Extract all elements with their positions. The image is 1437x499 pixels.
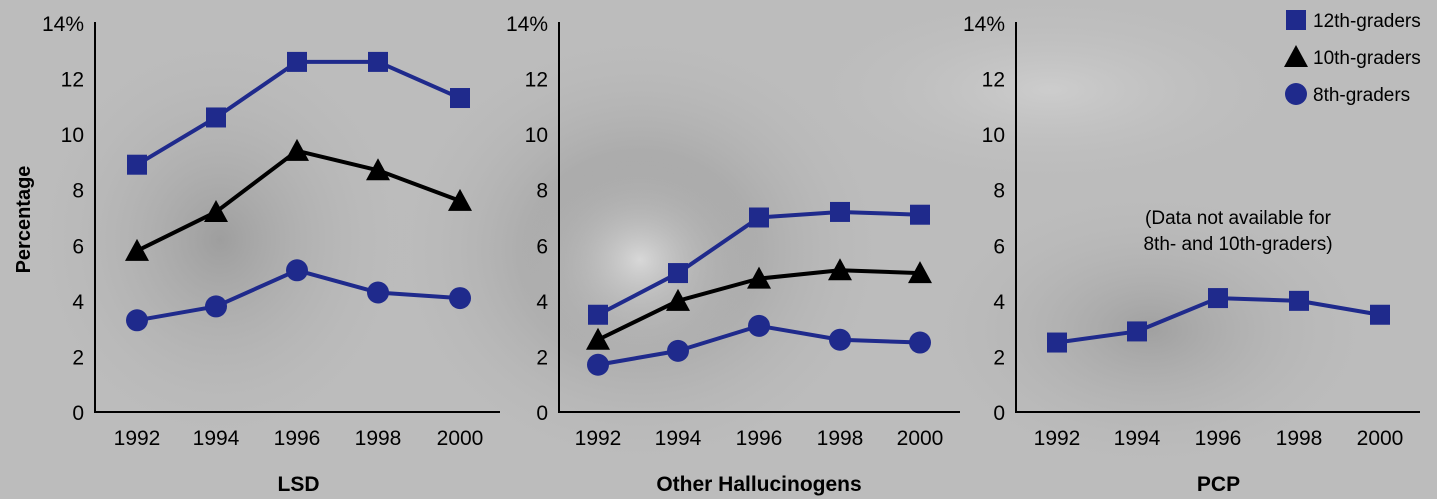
- panel-3-y-tick-label: 12: [982, 69, 1005, 92]
- panel-1-x-tick-label: 1996: [274, 427, 321, 450]
- panel-1-point-8th-graders: [449, 287, 471, 310]
- panel-2-point-8th-graders: [909, 331, 931, 354]
- panel-1-point-12th-graders: [206, 107, 226, 128]
- panel-1-y-axis-label: Percentage: [13, 166, 35, 274]
- panel-3-annotation: 8th- and 10th-graders): [1143, 234, 1332, 255]
- panel-2-x-tick-label: 1998: [817, 427, 864, 450]
- panel-2-point-12th-graders: [910, 204, 930, 225]
- panel-1-y-tick-label: 10: [61, 124, 84, 147]
- panel-2-point-12th-graders: [668, 263, 688, 284]
- panel-2-point-8th-graders: [829, 328, 851, 351]
- panel-3-y-tick-label: 10: [982, 124, 1005, 147]
- panel-2-y-tick-label: 4: [536, 291, 548, 314]
- panel-2-y-tick-label: 0: [536, 402, 548, 425]
- panel-3-title: PCP: [1197, 473, 1240, 496]
- panel-1-title: LSD: [278, 473, 320, 496]
- legend-label-8th-graders: 8th-graders: [1313, 85, 1410, 106]
- panel-2-x-tick-label: 1996: [736, 427, 783, 450]
- panel-1-x-tick-label: 1998: [355, 427, 402, 450]
- panel-2-y-tick-label: 12: [525, 69, 548, 92]
- panel-3-x-tick-label: 2000: [1357, 427, 1404, 450]
- legend-marker-12th-graders: [1286, 10, 1306, 30]
- panel-3-point-12th-graders: [1047, 332, 1067, 353]
- legend-marker-10th-graders: [1284, 45, 1308, 67]
- panel-1-x-tick-label: 1994: [193, 427, 240, 450]
- panel-1-point-8th-graders: [205, 295, 227, 318]
- panel-3-y-tick-label: 8: [993, 180, 1005, 203]
- panel-2-title: Other Hallucinogens: [656, 473, 861, 496]
- panel-1-point-8th-graders: [126, 309, 148, 332]
- panel-1-y-tick-label: 2: [72, 346, 84, 369]
- panel-1-y-tick-label: 4: [72, 291, 84, 314]
- legend-label-12th-graders: 12th-graders: [1313, 11, 1421, 32]
- panel-2-point-10th-graders: [908, 261, 932, 284]
- panel-2-point-8th-graders: [667, 339, 689, 362]
- panel-1-point-8th-graders: [367, 281, 389, 304]
- panel-3-point-12th-graders: [1127, 321, 1147, 342]
- panel-1-y-tick-label: 6: [72, 235, 84, 258]
- panel-2-point-12th-graders: [749, 207, 769, 228]
- panel-1-y-tick-label: 14%: [42, 13, 84, 36]
- panel-3-point-12th-graders: [1208, 288, 1228, 309]
- panel-2-y-tick-label: 10: [525, 124, 548, 147]
- panel-1-x-tick-label: 2000: [437, 427, 484, 450]
- panel-1-point-10th-graders: [204, 199, 228, 222]
- panel-1-y-tick-label: 0: [72, 402, 84, 425]
- panel-2-point-10th-graders: [828, 258, 852, 281]
- panel-3-x-tick-label: 1996: [1195, 427, 1242, 450]
- panel-3-y-tick-label: 4: [993, 291, 1005, 314]
- panel-1-point-12th-graders: [287, 51, 307, 72]
- panel-3-point-12th-graders: [1289, 290, 1309, 311]
- panel-1-y-tick-label: 12: [61, 69, 84, 92]
- panel-2-point-12th-graders: [588, 304, 608, 325]
- panel-2-x-tick-label: 2000: [897, 427, 944, 450]
- legend-marker-8th-graders: [1285, 83, 1307, 105]
- panel-1-series-line-10th-graders: [136, 148, 461, 253]
- panel-2-point-10th-graders: [586, 327, 610, 350]
- panel-2-y-tick-label: 14%: [506, 13, 548, 36]
- panel-2-x-tick-label: 1992: [575, 427, 622, 450]
- panel-1-point-8th-graders: [286, 259, 308, 282]
- panel-1-point-12th-graders: [450, 88, 470, 109]
- panel-1-point-10th-graders: [125, 238, 149, 261]
- panel-2-point-12th-graders: [830, 201, 850, 222]
- panel-1-point-10th-graders: [448, 188, 472, 211]
- panel-1-point-10th-graders: [285, 138, 309, 161]
- panel-1-point-10th-graders: [366, 158, 390, 181]
- panel-2-x-tick-label: 1994: [655, 427, 702, 450]
- panel-3-point-12th-graders: [1370, 304, 1390, 325]
- panel-1-point-12th-graders: [127, 154, 147, 175]
- panel-3-y-tick-label: 6: [993, 235, 1005, 258]
- panel-2-y-tick-label: 6: [536, 235, 548, 258]
- panel-2-y-tick-label: 2: [536, 346, 548, 369]
- panel-3-y-tick-label: 2: [993, 346, 1005, 369]
- panel-2-point-8th-graders: [748, 314, 770, 337]
- panel-1-x-tick-label: 1992: [114, 427, 161, 450]
- panel-2-point-10th-graders: [666, 288, 690, 311]
- panel-3-x-tick-label: 1994: [1114, 427, 1161, 450]
- panel-3-x-tick-label: 1992: [1034, 427, 1081, 450]
- panel-1-y-tick-label: 8: [72, 180, 84, 203]
- panel-1-point-12th-graders: [368, 51, 388, 72]
- panel-3-annotation: (Data not available for: [1145, 208, 1332, 229]
- legend-label-10th-graders: 10th-graders: [1313, 48, 1421, 69]
- panel-3-x-tick-label: 1998: [1276, 427, 1323, 450]
- panel-2-y-tick-label: 8: [536, 180, 548, 203]
- panel-2-point-10th-graders: [747, 266, 771, 289]
- panel-3-y-tick-label: 0: [993, 402, 1005, 425]
- panel-3-y-tick-label: 14%: [963, 13, 1005, 36]
- panel-2-point-8th-graders: [587, 353, 609, 376]
